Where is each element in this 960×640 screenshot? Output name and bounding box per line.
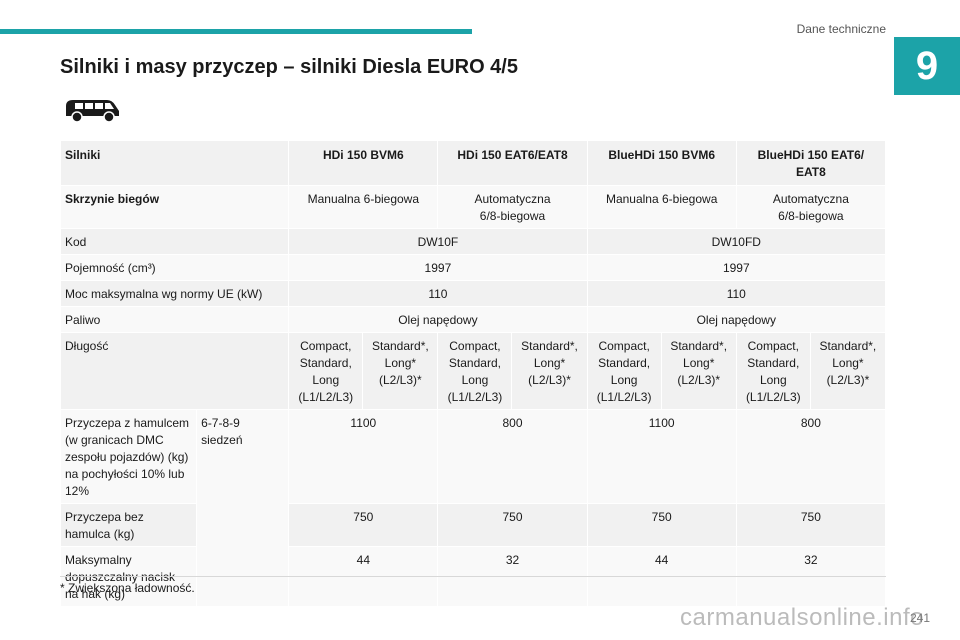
row-label: Skrzynie biegów	[59, 185, 290, 229]
table-cell: 110	[586, 280, 887, 307]
table-cell: Standard*, Long* (L2/L3)*	[362, 332, 439, 410]
table-cell: 750	[735, 503, 887, 547]
table-cell: Compact, Standard, Long (L1/L2/L3)	[735, 332, 811, 410]
table-cell: 110	[288, 280, 588, 307]
row-label: Przyczepa z hamulcem (w granicach DMC ze…	[59, 409, 198, 504]
row-label: Paliwo	[59, 306, 290, 333]
table-cell: Standard*, Long* (L2/L3)*	[809, 332, 887, 410]
table-cell: DW10FD	[586, 228, 887, 255]
row-label: Długość	[59, 332, 290, 410]
table-cell: Automatyczna 6/8-biegowa	[437, 185, 588, 229]
table-row-code: Kod DW10F DW10FD	[59, 228, 887, 255]
top-accent-bar	[0, 29, 472, 34]
seats-label: 6-7-8-9 siedzeń	[196, 409, 290, 607]
table-cell: 1100	[288, 409, 439, 504]
table-cell: Standard*, Long* (L2/L3)*	[511, 332, 588, 410]
engine-spec-table: Silniki HDi 150 BVM6 HDi 150 EAT6/EAT8 B…	[59, 140, 887, 607]
table-cell: Manualna 6-biegowa	[288, 185, 439, 229]
table-row-braked-trailer: Przyczepa z hamulcem (w granicach DMC ze…	[59, 409, 887, 607]
table-cell: Compact, Standard, Long (L1/L2/L3)	[437, 332, 513, 410]
table-cell: Manualna 6-biegowa	[586, 185, 737, 229]
table-cell: 1997	[288, 254, 588, 281]
van-icon	[66, 100, 119, 123]
engine-header: HDi 150 EAT6/EAT8	[437, 140, 588, 186]
table-cell: DW10F	[288, 228, 588, 255]
watermark: carmanualsonline.info	[680, 604, 924, 631]
row-label: Pojemność (cm³)	[59, 254, 290, 281]
table-row-capacity: Pojemność (cm³) 1997 1997	[59, 254, 887, 281]
table-row-fuel: Paliwo Olej napędowy Olej napędowy	[59, 306, 887, 333]
chapter-number-badge: 9	[894, 37, 960, 95]
table-row-unbraked-trailer: Przyczepa bez hamulca (kg) 750 750 750 7…	[59, 503, 887, 547]
table-cell: 750	[437, 503, 588, 547]
table-cell: Standard*, Long* (L2/L3)*	[660, 332, 737, 410]
engine-header: HDi 150 BVM6	[288, 140, 439, 186]
row-label: Kod	[59, 228, 290, 255]
table-cell: 800	[735, 409, 887, 504]
footnote-divider	[60, 576, 886, 577]
table-cell: Olej napędowy	[586, 306, 887, 333]
table-cell: Automatyczna 6/8-biegowa	[735, 185, 887, 229]
table-row-power: Moc maksymalna wg normy UE (kW) 110 110	[59, 280, 887, 307]
chapter-name: Dane techniczne	[796, 22, 886, 36]
row-label: Przyczepa bez hamulca (kg)	[59, 503, 198, 547]
table-cell: Compact, Standard, Long (L1/L2/L3)	[288, 332, 364, 410]
engine-header: BlueHDi 150 EAT6/ EAT8	[735, 140, 887, 186]
table-row-length: Długość Compact, Standard, Long (L1/L2/L…	[59, 332, 887, 410]
page-title: Silniki i masy przyczep – silniki Diesla…	[60, 56, 518, 78]
page-number: 241	[909, 611, 930, 625]
table-cell: 750	[288, 503, 439, 547]
table-cell: 1100	[586, 409, 737, 504]
engine-header: BlueHDi 150 BVM6	[586, 140, 737, 186]
table-row-engines: Silniki HDi 150 BVM6 HDi 150 EAT6/EAT8 B…	[59, 140, 887, 186]
footnote: * Zwiększona ładowność.	[60, 581, 195, 595]
table-cell: 800	[437, 409, 588, 504]
row-label: Moc maksymalna wg normy UE (kW)	[59, 280, 290, 307]
table-cell: 1997	[586, 254, 887, 281]
table-row-gearbox: Skrzynie biegów Manualna 6-biegowa Autom…	[59, 185, 887, 229]
table-cell: Compact, Standard, Long (L1/L2/L3)	[586, 332, 662, 410]
table-cell: Olej napędowy	[288, 306, 588, 333]
table-cell: 750	[586, 503, 737, 547]
row-label: Silniki	[59, 140, 290, 186]
